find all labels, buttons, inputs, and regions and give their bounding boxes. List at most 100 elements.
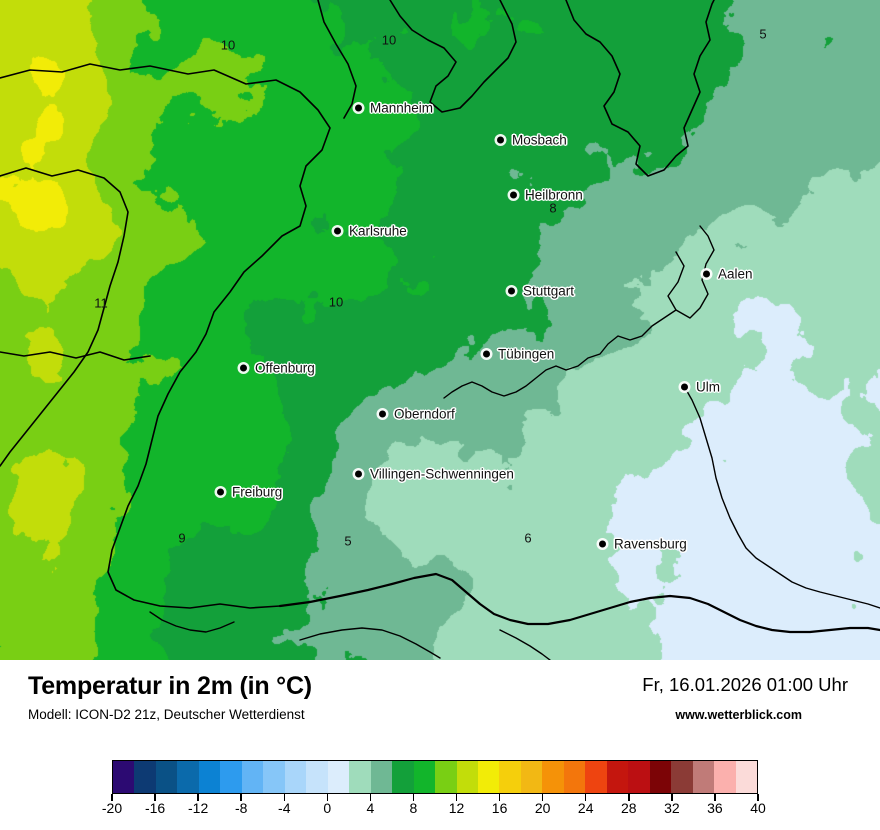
city-dot-icon	[681, 383, 688, 391]
city-label: Freiburg	[232, 484, 283, 500]
border-line	[0, 63, 331, 609]
color-swatch	[563, 761, 586, 793]
city-dot-icon	[508, 287, 515, 295]
border-line	[0, 167, 129, 467]
scale-tick	[714, 794, 716, 801]
city-dot-icon	[240, 364, 247, 372]
scale-tick-label: 0	[323, 800, 332, 816]
color-swatch	[198, 761, 221, 793]
website-label: www.wetterblick.com	[675, 708, 802, 722]
city-marker[interactable]: Tübingen	[483, 347, 554, 362]
city-dot-icon	[497, 136, 504, 144]
border-line	[443, 309, 677, 399]
color-swatch	[542, 761, 564, 793]
scale-tick	[326, 794, 329, 801]
city-dot-icon	[703, 270, 710, 278]
color-swatch	[241, 761, 264, 793]
city-dot-icon	[355, 470, 362, 478]
contour-value-label: 8	[549, 200, 557, 216]
contour-value-label: 9	[178, 530, 186, 546]
contour-value-label: 5	[759, 26, 767, 42]
city-label: Offenburg	[255, 360, 315, 376]
color-swatch	[671, 761, 693, 793]
city-marker[interactable]: Karlsruhe	[334, 224, 407, 239]
map-borders-overlay	[0, 0, 880, 660]
scale-tick	[412, 794, 415, 801]
city-dot-icon	[217, 488, 224, 496]
scale-tick	[541, 794, 544, 801]
scale-tick-label: -8	[234, 800, 248, 816]
color-swatch	[284, 761, 307, 793]
contour-value-label: 5	[344, 533, 352, 549]
city-marker[interactable]: Heilbronn	[510, 188, 583, 203]
temperature-map[interactable]: Mannheim Mosbach Heilbronn Karlsruhe Stuttga…	[0, 0, 880, 660]
city-marker[interactable]: Ulm	[681, 380, 720, 395]
color-swatch	[456, 761, 478, 793]
color-swatch	[155, 761, 178, 793]
color-swatch	[306, 761, 328, 793]
color-swatch	[735, 761, 758, 793]
scale-tick	[369, 794, 372, 801]
contour-value-label: 10	[381, 32, 397, 48]
scale-tick-label: -12	[188, 800, 209, 816]
color-swatch	[499, 761, 521, 793]
color-swatch	[628, 761, 650, 793]
scale-tick-label: 24	[577, 800, 594, 816]
color-swatch	[714, 761, 736, 793]
color-scale-tick-labels: -20 -16 -12 -8 -4 0 4 8 12 16 20 24 28 32 36 40	[102, 800, 766, 822]
city-marker[interactable]: Oberndorf	[379, 407, 455, 422]
border-line	[667, 225, 715, 319]
city-marker[interactable]: Ravensburg	[599, 537, 687, 552]
map-footer: Temperatur in 2m (in °C) Modell: ICON-D2…	[0, 660, 880, 830]
color-swatch	[606, 761, 629, 793]
color-swatch	[349, 761, 371, 793]
scale-tick-label: 16	[491, 800, 508, 816]
city-marker[interactable]: Mosbach	[497, 133, 567, 148]
border-line	[0, 351, 151, 361]
border-line	[317, 0, 357, 119]
border-line	[278, 572, 880, 634]
color-swatch	[520, 761, 543, 793]
color-scale-bar[interactable]	[112, 760, 758, 794]
city-label: Mannheim	[370, 100, 434, 116]
color-swatch	[220, 761, 242, 793]
city-label: Mosbach	[512, 132, 567, 148]
scale-tick	[584, 794, 587, 801]
scale-tick	[671, 794, 673, 801]
scale-tick	[757, 794, 759, 801]
city-label: Oberndorf	[394, 406, 455, 422]
scale-tick-label: -4	[278, 800, 291, 816]
contour-value-label: 10	[328, 294, 344, 310]
border-line	[565, 0, 715, 177]
scale-tick	[498, 794, 501, 801]
city-label: Tübingen	[498, 346, 555, 362]
city-dot-icon	[355, 104, 362, 112]
scale-tick-label: 36	[707, 800, 723, 816]
city-marker[interactable]: Stuttgart	[508, 284, 574, 299]
city-marker[interactable]: Offenburg	[240, 361, 315, 376]
city-dot-icon	[599, 540, 606, 548]
scale-tick-label: 40	[750, 800, 766, 816]
scale-tick-label: 8	[409, 800, 418, 816]
scale-tick-label: -20	[101, 800, 123, 816]
border-line	[149, 611, 235, 633]
scale-tick-label: 4	[366, 800, 375, 816]
color-swatch	[477, 761, 500, 793]
city-label: Heilbronn	[525, 187, 583, 203]
forecast-datetime: Fr, 16.01.2026 01:00 Uhr	[642, 674, 848, 695]
scale-tick	[154, 794, 156, 801]
color-swatch	[435, 761, 457, 793]
city-label: Stuttgart	[523, 283, 575, 299]
page-title: Temperatur in 2m (in °C)	[28, 672, 312, 700]
city-label: Villingen-Schwenningen	[370, 466, 514, 482]
city-marker[interactable]: Aalen	[703, 267, 753, 282]
city-marker[interactable]: Freiburg	[217, 485, 282, 500]
city-marker[interactable]: Mannheim	[355, 101, 433, 116]
city-marker[interactable]: Villingen-Schwenningen	[355, 467, 514, 482]
scale-tick	[455, 794, 458, 801]
city-label: Aalen	[718, 266, 753, 282]
scale-tick-label: 28	[621, 800, 637, 816]
city-label: Karlsruhe	[349, 223, 407, 239]
contour-value-label: 10	[220, 37, 236, 53]
